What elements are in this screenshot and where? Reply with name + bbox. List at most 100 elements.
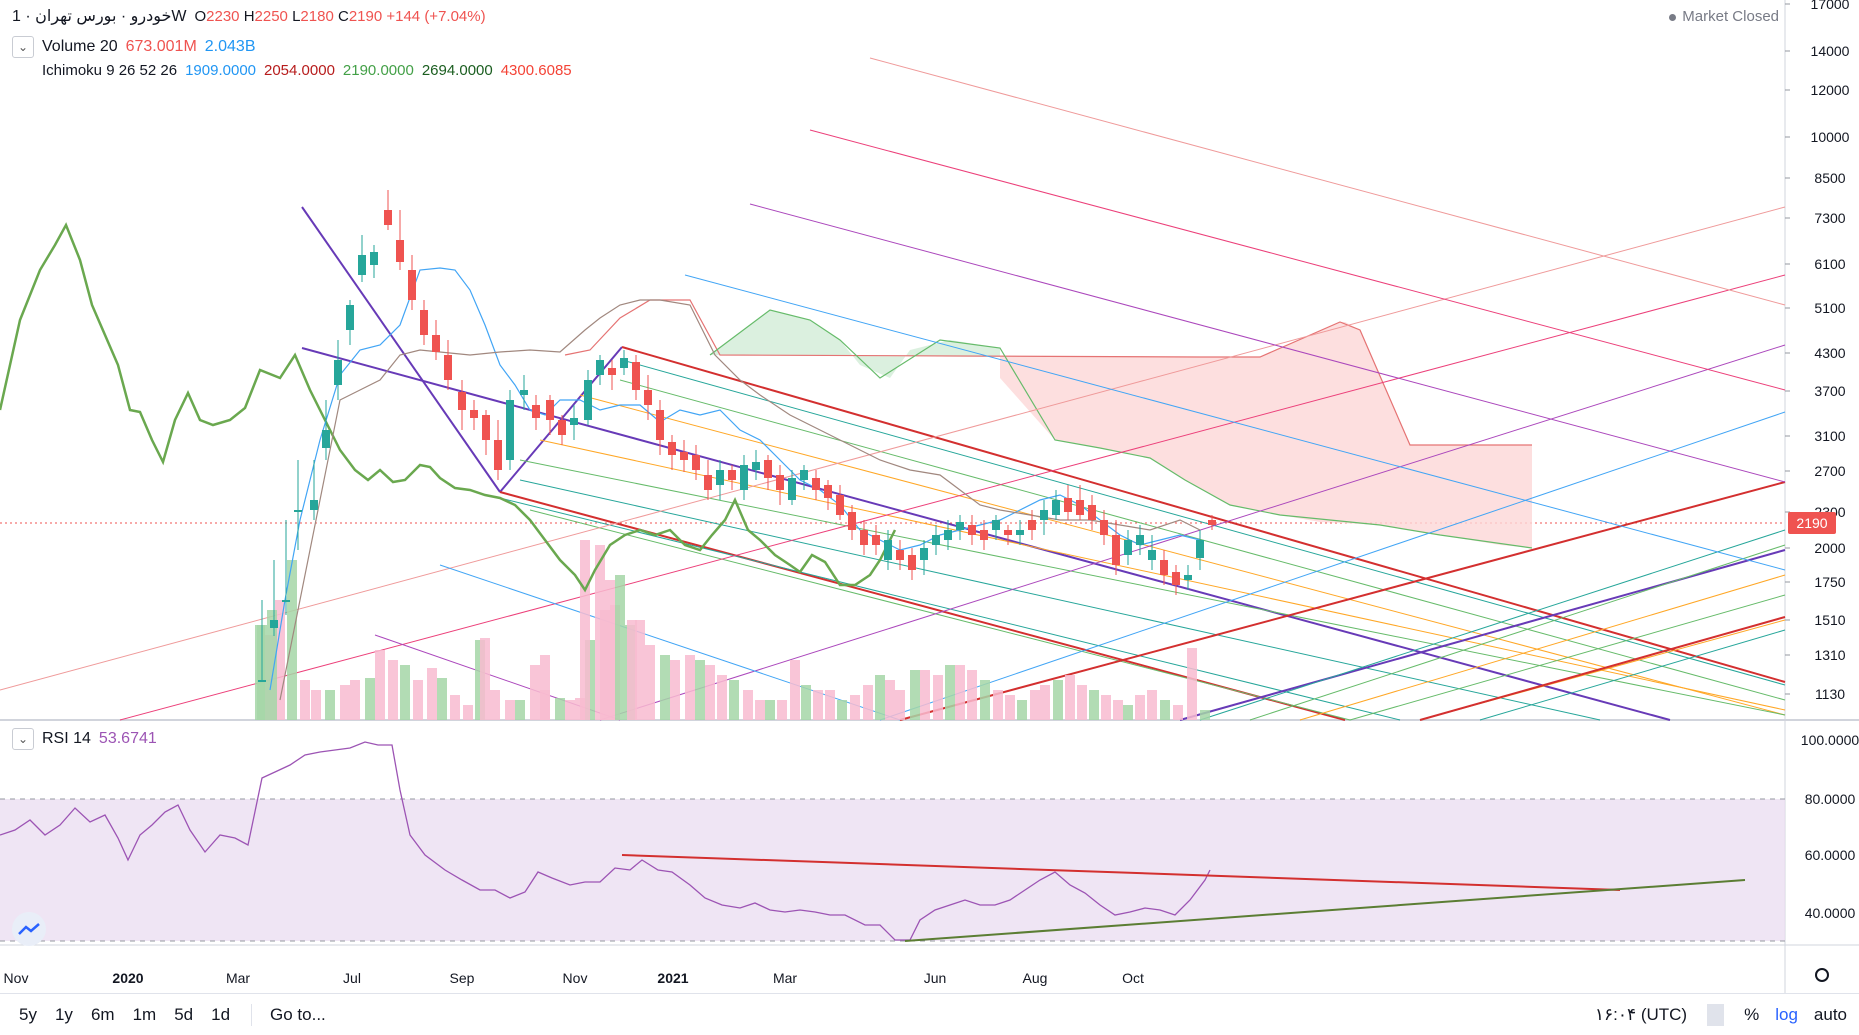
candle-body[interactable] [1124, 540, 1132, 555]
candle-body[interactable] [764, 460, 772, 478]
candle-body[interactable] [668, 442, 676, 455]
trend-line[interactable] [1479, 629, 1786, 721]
candle-body[interactable] [740, 465, 748, 490]
candle-body[interactable] [444, 355, 452, 380]
candle-body[interactable] [812, 478, 820, 490]
candle-body[interactable] [294, 510, 302, 512]
goto-button[interactable]: Go to... [270, 1004, 326, 1024]
candle-body[interactable] [824, 485, 832, 498]
candle-body[interactable] [680, 452, 688, 460]
candle-body[interactable] [310, 500, 318, 510]
trend-line[interactable] [899, 481, 1786, 721]
candle-body[interactable] [1088, 505, 1096, 520]
candle-body[interactable] [1028, 520, 1036, 530]
candle-body[interactable] [932, 535, 940, 545]
candle-body[interactable] [346, 305, 354, 330]
trend-line[interactable] [621, 359, 1786, 686]
trend-line[interactable] [119, 274, 1786, 721]
candle-body[interactable] [788, 478, 796, 500]
candle-body[interactable] [704, 475, 712, 490]
candle-body[interactable] [872, 535, 880, 545]
candle-body[interactable] [776, 475, 784, 490]
candle-body[interactable] [836, 495, 844, 515]
candle-body[interactable] [584, 380, 592, 420]
candle-body[interactable] [692, 455, 700, 470]
trend-line[interactable] [301, 206, 501, 493]
range-5y-button[interactable]: 5y [19, 1004, 37, 1024]
candle-body[interactable] [258, 680, 266, 682]
candle-body[interactable] [546, 400, 554, 420]
candle-body[interactable] [1136, 535, 1144, 545]
candle-body[interactable] [270, 620, 278, 628]
candle-body[interactable] [884, 540, 892, 560]
gear-icon[interactable] [1815, 968, 1829, 982]
candle-body[interactable] [408, 270, 416, 300]
tradingview-logo-icon[interactable] [12, 912, 46, 946]
trend-line[interactable] [1299, 574, 1786, 721]
trend-line[interactable] [749, 203, 1786, 483]
auto-toggle[interactable]: auto [1813, 1004, 1847, 1024]
range-1d-button[interactable]: 1d [211, 1004, 231, 1024]
candle-body[interactable] [370, 252, 378, 265]
candle-body[interactable] [656, 410, 664, 440]
trend-line[interactable] [519, 459, 1786, 716]
candle-body[interactable] [334, 360, 342, 385]
candle-body[interactable] [608, 368, 616, 375]
candle-body[interactable] [482, 415, 490, 440]
candle-body[interactable] [1184, 575, 1192, 580]
candle-body[interactable] [520, 390, 528, 395]
candle-body[interactable] [470, 410, 478, 418]
trend-line[interactable] [1419, 616, 1786, 721]
candle-body[interactable] [980, 530, 988, 540]
candle-body[interactable] [558, 420, 566, 435]
candle-body[interactable] [800, 470, 808, 480]
candle-body[interactable] [644, 390, 652, 405]
trend-line[interactable] [519, 479, 1601, 721]
clock[interactable]: ۱۶:۰۴ (UTC) [1594, 1004, 1688, 1024]
candle-body[interactable] [396, 240, 404, 262]
trend-line[interactable] [869, 57, 1786, 306]
candle-body[interactable] [620, 358, 628, 368]
candle-body[interactable] [716, 470, 724, 485]
trend-line[interactable] [684, 274, 1786, 571]
candle-body[interactable] [458, 392, 466, 410]
range-1y-button[interactable]: 1y [54, 1004, 73, 1024]
candle-body[interactable] [1148, 550, 1156, 560]
candle-body[interactable] [956, 522, 964, 530]
trend-line[interactable] [1349, 594, 1786, 721]
trend-line[interactable] [621, 346, 1786, 683]
range-6m-button[interactable]: 6m [90, 1004, 115, 1024]
chevron-down-icon[interactable]: ⌄ [12, 728, 34, 750]
candle-body[interactable] [1100, 520, 1108, 535]
candle-body[interactable] [570, 418, 578, 425]
candle-body[interactable] [358, 255, 366, 275]
percent-toggle[interactable]: % [1744, 1004, 1760, 1024]
trend-line[interactable] [599, 344, 1786, 721]
candle-body[interactable] [506, 400, 514, 460]
candle-body[interactable] [1172, 572, 1180, 585]
rsi-support-line[interactable] [904, 879, 1746, 942]
range-5d-button[interactable]: 5d [174, 1004, 194, 1024]
chevron-down-icon[interactable]: ⌄ [12, 36, 34, 58]
candle-body[interactable] [728, 470, 736, 480]
candle-body[interactable] [1208, 520, 1216, 525]
candle-body[interactable] [1196, 540, 1204, 558]
candle-body[interactable] [596, 360, 604, 375]
candle-body[interactable] [896, 550, 904, 560]
candle-body[interactable] [968, 525, 976, 535]
trend-line[interactable] [439, 564, 901, 721]
trend-line[interactable] [879, 411, 1786, 721]
rsi-resistance-line[interactable] [621, 854, 1621, 891]
candle-body[interactable] [1064, 498, 1072, 512]
log-toggle[interactable]: log [1775, 1004, 1798, 1024]
candle-body[interactable] [1112, 535, 1120, 565]
candle-body[interactable] [1052, 500, 1060, 515]
candle-body[interactable] [1040, 510, 1048, 520]
candle-body[interactable] [944, 530, 952, 540]
candle-body[interactable] [1160, 560, 1168, 575]
candle-body[interactable] [908, 555, 916, 570]
trend-line[interactable] [579, 394, 1786, 716]
candle-body[interactable] [848, 512, 856, 530]
